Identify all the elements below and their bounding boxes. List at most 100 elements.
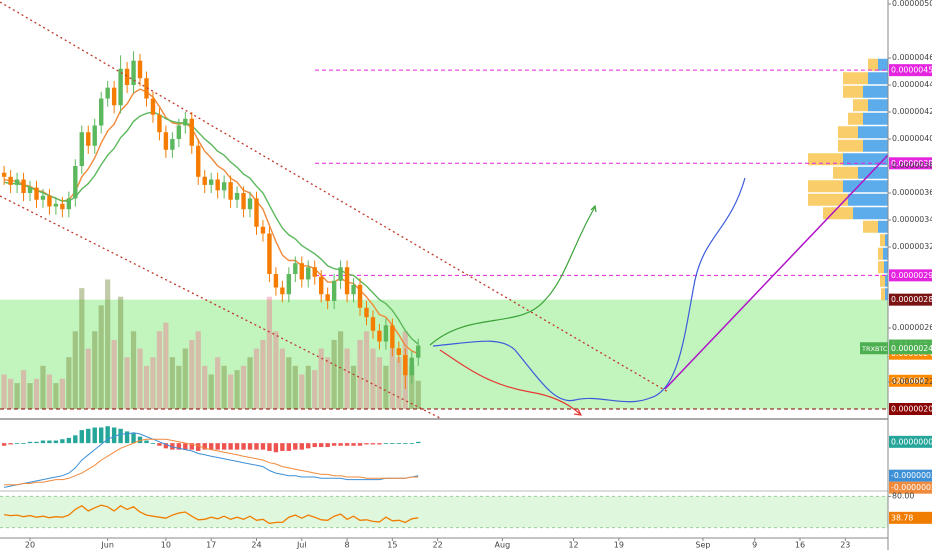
candle-body xyxy=(351,284,356,295)
level-tag: 0.00000281 xyxy=(891,295,932,304)
macd-hist xyxy=(280,443,285,451)
candle-body xyxy=(208,179,214,185)
volume-bar xyxy=(266,296,273,409)
zone xyxy=(0,299,888,409)
macd-hist xyxy=(14,443,20,444)
profile-buy xyxy=(863,85,888,98)
macd-hist xyxy=(260,443,266,450)
candle-body xyxy=(344,267,350,295)
volume-bar xyxy=(1,374,7,409)
symbol-price-tag: 0.00000245 xyxy=(891,344,932,353)
volume-bar xyxy=(312,370,318,409)
macd-hist xyxy=(318,443,324,448)
candle-body xyxy=(306,267,311,280)
candle-body xyxy=(34,187,39,200)
level-tag-bg xyxy=(889,403,932,415)
macd-hist xyxy=(299,443,304,450)
volume-bar xyxy=(8,378,14,409)
macd-hist xyxy=(202,443,207,450)
macd-hist xyxy=(331,443,337,446)
projection-blue xyxy=(432,177,746,403)
volume-bar xyxy=(72,331,78,409)
macd-hist xyxy=(234,443,240,450)
profile-sell xyxy=(880,234,885,247)
volume-bar xyxy=(389,348,395,409)
x-tick-label: Jul xyxy=(296,541,307,550)
macd-hist xyxy=(383,443,389,444)
macd-hist xyxy=(409,443,414,444)
volume-bar xyxy=(92,331,98,409)
candle-body xyxy=(176,125,182,139)
volume-bar xyxy=(344,348,350,409)
volume-bar xyxy=(156,331,163,409)
volume-bar xyxy=(137,348,143,409)
candle-body xyxy=(267,233,272,274)
macd-hist xyxy=(124,431,130,444)
level-tag-bg xyxy=(889,64,932,77)
macd-hist xyxy=(170,443,175,450)
profile-buy xyxy=(878,220,888,233)
volume-bar xyxy=(363,331,370,409)
x-tick-label: 20 xyxy=(25,541,35,550)
volume-bar xyxy=(14,383,20,409)
volume-bar xyxy=(215,357,221,409)
candle-body xyxy=(53,203,59,207)
volume-bar xyxy=(182,348,188,409)
level-tag-bg xyxy=(889,157,932,170)
x-tick-label: 16 xyxy=(795,541,805,550)
macd-hist xyxy=(254,443,259,450)
volume-bar xyxy=(376,357,383,409)
macd-pane xyxy=(1,426,421,488)
x-tick-label: 22 xyxy=(433,541,443,550)
symbol-price-tag-bg xyxy=(889,342,932,355)
volume-bar xyxy=(189,339,195,409)
macd-hist xyxy=(344,443,350,446)
candle-body xyxy=(254,198,259,227)
profile-buy xyxy=(843,180,888,193)
volume-bar xyxy=(260,339,266,409)
macd-hist xyxy=(157,443,162,446)
profile-sell xyxy=(848,112,863,125)
macd-hist xyxy=(92,427,97,444)
x-tick-label: Jun xyxy=(100,541,114,550)
candle-body xyxy=(312,267,317,277)
candle-body xyxy=(221,182,227,191)
x-tick-label: 10 xyxy=(161,541,171,550)
macd-hist xyxy=(377,443,382,445)
macd-hist xyxy=(247,443,253,450)
x-tick-label: 12 xyxy=(568,541,578,550)
candle-body xyxy=(357,284,363,308)
volume-bar xyxy=(350,365,357,409)
candle-body xyxy=(409,357,414,376)
macd-hist xyxy=(312,443,317,448)
macd-hist xyxy=(364,443,369,445)
profile-sell xyxy=(838,139,863,152)
macd-hist xyxy=(390,443,395,444)
profile-sell xyxy=(863,220,878,233)
volume-bar xyxy=(111,339,117,409)
candle-body xyxy=(118,68,123,106)
profile-sell xyxy=(878,261,884,274)
level-tag: 0.00000451 xyxy=(891,66,932,75)
volume-bar xyxy=(247,357,253,409)
macd-hist xyxy=(293,443,298,450)
profile-buy xyxy=(878,58,888,71)
line xyxy=(4,504,419,525)
volume-bar xyxy=(357,339,363,409)
volume-bar xyxy=(118,296,124,409)
profile-buy xyxy=(853,207,888,220)
candle-body xyxy=(260,226,266,234)
signal-tag-bg xyxy=(889,481,932,494)
candle-body xyxy=(247,198,253,210)
trend-line xyxy=(0,1,669,393)
volume-bar xyxy=(383,365,389,409)
profile-buy xyxy=(858,126,888,139)
candle-body xyxy=(163,132,169,150)
macd-hist xyxy=(1,443,7,446)
profile-buy xyxy=(843,153,888,166)
macd-hist xyxy=(267,443,272,451)
volume-bar xyxy=(20,370,27,409)
volume-bar xyxy=(273,331,279,409)
